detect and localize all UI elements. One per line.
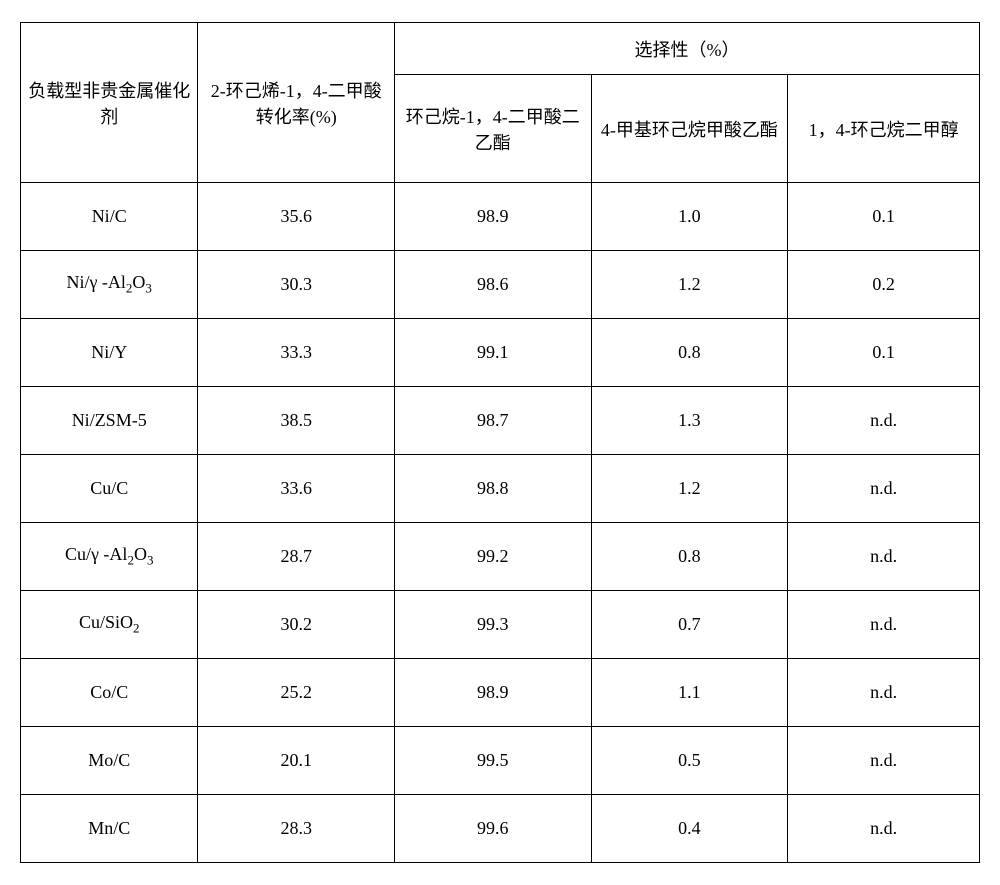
cell-conversion: 28.7	[198, 523, 395, 591]
cell-selectivity-3: n.d.	[788, 455, 980, 523]
table-row: Cu/SiO2 30.2 99.3 0.7 n.d.	[21, 591, 980, 659]
cell-catalyst: Mn/C	[21, 795, 198, 863]
header-selectivity-group: 选择性（%）	[395, 23, 980, 75]
table-row: Mo/C 20.1 99.5 0.5 n.d.	[21, 727, 980, 795]
header-selectivity-2: 4-甲基环己烷甲酸乙酯	[591, 75, 788, 183]
cell-selectivity-1: 98.9	[395, 183, 592, 251]
cell-selectivity-1: 99.5	[395, 727, 592, 795]
cell-catalyst: Cu/γ -Al2O3	[21, 523, 198, 591]
cell-selectivity-2: 0.4	[591, 795, 788, 863]
table-row: Ni/C 35.6 98.9 1.0 0.1	[21, 183, 980, 251]
header-selectivity-3: 1，4-环己烷二甲醇	[788, 75, 980, 183]
header-conversion: 2-环己烯-1，4-二甲酸转化率(%)	[198, 23, 395, 183]
table-body: Ni/C 35.6 98.9 1.0 0.1 Ni/γ -Al2O3 30.3 …	[21, 183, 980, 863]
cell-selectivity-1: 99.1	[395, 319, 592, 387]
cell-selectivity-2: 1.1	[591, 659, 788, 727]
cell-selectivity-1: 98.7	[395, 387, 592, 455]
cell-selectivity-3: n.d.	[788, 591, 980, 659]
cell-selectivity-2: 1.0	[591, 183, 788, 251]
cell-selectivity-3: 0.1	[788, 183, 980, 251]
cell-selectivity-1: 98.9	[395, 659, 592, 727]
cell-selectivity-2: 1.2	[591, 251, 788, 319]
cell-catalyst: Ni/γ -Al2O3	[21, 251, 198, 319]
table-row: Cu/γ -Al2O3 28.7 99.2 0.8 n.d.	[21, 523, 980, 591]
cell-conversion: 28.3	[198, 795, 395, 863]
table-row: Co/C 25.2 98.9 1.1 n.d.	[21, 659, 980, 727]
cell-selectivity-2: 0.7	[591, 591, 788, 659]
cell-conversion: 33.3	[198, 319, 395, 387]
cell-catalyst: Cu/SiO2	[21, 591, 198, 659]
header-row-1: 负载型非贵金属催化剂 2-环己烯-1，4-二甲酸转化率(%) 选择性（%）	[21, 23, 980, 75]
cell-conversion: 20.1	[198, 727, 395, 795]
cell-conversion: 30.3	[198, 251, 395, 319]
cell-selectivity-3: n.d.	[788, 659, 980, 727]
cell-selectivity-1: 99.3	[395, 591, 592, 659]
header-catalyst: 负载型非贵金属催化剂	[21, 23, 198, 183]
cell-selectivity-3: n.d.	[788, 387, 980, 455]
cell-catalyst: Mo/C	[21, 727, 198, 795]
catalyst-results-table: 负载型非贵金属催化剂 2-环己烯-1，4-二甲酸转化率(%) 选择性（%） 环己…	[20, 22, 980, 863]
cell-catalyst: Ni/C	[21, 183, 198, 251]
cell-catalyst: Cu/C	[21, 455, 198, 523]
cell-selectivity-3: 0.1	[788, 319, 980, 387]
table-row: Ni/ZSM-5 38.5 98.7 1.3 n.d.	[21, 387, 980, 455]
cell-selectivity-1: 98.6	[395, 251, 592, 319]
cell-conversion: 25.2	[198, 659, 395, 727]
table-row: Ni/Y 33.3 99.1 0.8 0.1	[21, 319, 980, 387]
cell-selectivity-3: 0.2	[788, 251, 980, 319]
table-header: 负载型非贵金属催化剂 2-环己烯-1，4-二甲酸转化率(%) 选择性（%） 环己…	[21, 23, 980, 183]
cell-catalyst: Co/C	[21, 659, 198, 727]
header-selectivity-1: 环己烷-1，4-二甲酸二乙酯	[395, 75, 592, 183]
cell-catalyst: Ni/Y	[21, 319, 198, 387]
cell-selectivity-2: 0.8	[591, 523, 788, 591]
cell-selectivity-1: 99.2	[395, 523, 592, 591]
cell-selectivity-2: 0.5	[591, 727, 788, 795]
cell-conversion: 35.6	[198, 183, 395, 251]
cell-selectivity-3: n.d.	[788, 795, 980, 863]
cell-conversion: 30.2	[198, 591, 395, 659]
cell-catalyst: Ni/ZSM-5	[21, 387, 198, 455]
cell-selectivity-1: 98.8	[395, 455, 592, 523]
cell-selectivity-2: 1.2	[591, 455, 788, 523]
cell-selectivity-3: n.d.	[788, 523, 980, 591]
cell-conversion: 33.6	[198, 455, 395, 523]
table-row: Mn/C 28.3 99.6 0.4 n.d.	[21, 795, 980, 863]
cell-conversion: 38.5	[198, 387, 395, 455]
table-row: Ni/γ -Al2O3 30.3 98.6 1.2 0.2	[21, 251, 980, 319]
cell-selectivity-1: 99.6	[395, 795, 592, 863]
cell-selectivity-3: n.d.	[788, 727, 980, 795]
cell-selectivity-2: 1.3	[591, 387, 788, 455]
table-row: Cu/C 33.6 98.8 1.2 n.d.	[21, 455, 980, 523]
cell-selectivity-2: 0.8	[591, 319, 788, 387]
